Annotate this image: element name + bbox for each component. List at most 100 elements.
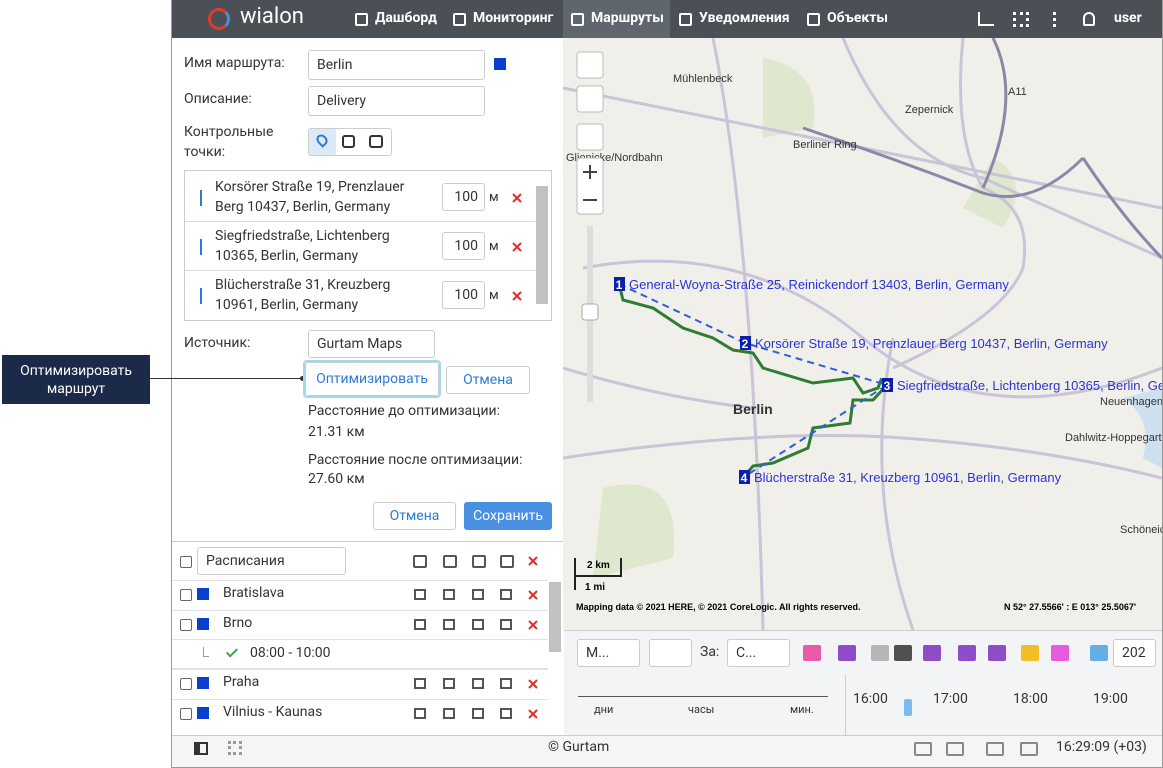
list-tool[interactable] <box>413 555 427 568</box>
delete-icon[interactable] <box>528 556 538 566</box>
row-tool[interactable] <box>472 589 484 600</box>
drag-handle[interactable] <box>200 288 202 304</box>
cancel-button[interactable]: Отмена <box>373 502 456 530</box>
delete-icon[interactable] <box>512 242 522 252</box>
unit: м <box>489 190 499 205</box>
delete-icon[interactable] <box>528 620 538 630</box>
checkbox[interactable] <box>180 589 192 601</box>
route-name[interactable]: Vilnius - Kaunas <box>223 704 323 720</box>
route-name[interactable]: Brno <box>223 615 253 631</box>
road <box>711 38 765 630</box>
mode-select[interactable]: М... <box>577 639 640 667</box>
name-input[interactable]: Berlin <box>308 50 485 80</box>
nav-icon[interactable] <box>807 13 820 26</box>
radius-input[interactable]: 100 <box>442 232 485 260</box>
desc-input[interactable]: Delivery <box>308 86 485 116</box>
initial-route <box>618 283 890 478</box>
map[interactable]: MühlenbeckZepernickGlienicke/NordbahnBer… <box>563 38 1162 630</box>
nav-icon[interactable] <box>453 13 466 26</box>
pin-tool[interactable] <box>309 129 336 155</box>
footer-icon[interactable] <box>986 742 1004 756</box>
list-tool[interactable] <box>443 555 457 568</box>
row-tool[interactable] <box>443 708 455 719</box>
layer-toggle[interactable] <box>988 645 1006 661</box>
checkbox[interactable] <box>180 678 192 690</box>
list-tool[interactable] <box>472 555 486 568</box>
footer <box>172 735 1162 767</box>
drag-handle[interactable] <box>200 239 202 255</box>
source-select[interactable]: Gurtam Maps <box>308 330 435 358</box>
nav-icon[interactable] <box>571 13 584 26</box>
row-tool[interactable] <box>443 678 455 689</box>
filter-select[interactable]: Расписания <box>197 547 346 575</box>
ruler-icon[interactable] <box>978 12 994 26</box>
geofence-tool[interactable] <box>342 135 355 148</box>
delete-icon[interactable] <box>528 679 538 689</box>
row-tool[interactable] <box>443 619 455 630</box>
year-input[interactable]: 202 <box>1113 639 1156 667</box>
nav-item[interactable]: Мониторинг <box>473 10 554 26</box>
row-tool[interactable] <box>500 619 512 630</box>
checkbox[interactable] <box>180 619 192 631</box>
coordinates: N 52° 27.5566' : E 013° 25.5067' <box>1004 602 1136 612</box>
row-tool[interactable] <box>500 678 512 689</box>
row-tool[interactable] <box>500 708 512 719</box>
delete-icon[interactable] <box>512 193 522 203</box>
row-tool[interactable] <box>472 678 484 689</box>
route-color <box>197 677 209 689</box>
nav-item[interactable]: Уведомления <box>699 10 790 26</box>
footer-icon[interactable] <box>1020 742 1038 756</box>
delete-icon[interactable] <box>528 709 538 719</box>
nav-item[interactable]: Дашборд <box>375 10 437 26</box>
radius-input[interactable]: 100 <box>442 281 485 309</box>
unit-tool[interactable] <box>369 135 383 148</box>
layer-toggle[interactable] <box>838 645 856 661</box>
layer-toggle[interactable] <box>803 645 821 661</box>
delete-icon[interactable] <box>528 590 538 600</box>
radius-input[interactable]: 100 <box>442 183 485 211</box>
row-tool[interactable] <box>414 619 426 630</box>
row-tool[interactable] <box>443 589 455 600</box>
layer-toggle[interactable] <box>1021 645 1039 661</box>
more-icon[interactable] <box>1053 12 1056 27</box>
row-tool[interactable] <box>472 708 484 719</box>
user-icon[interactable] <box>1083 12 1095 26</box>
footer-icon[interactable] <box>946 742 964 756</box>
grid-icon[interactable] <box>1013 12 1029 27</box>
color-swatch[interactable] <box>494 58 506 70</box>
place-label: Berliner Ring <box>793 139 857 151</box>
layer-toggle[interactable] <box>923 645 941 661</box>
drag-handle[interactable] <box>200 190 202 206</box>
divider <box>172 541 563 542</box>
date-input[interactable] <box>649 639 692 667</box>
optimize-button[interactable]: Оптимизировать <box>305 362 439 396</box>
apps-icon[interactable] <box>228 741 242 755</box>
row-tool[interactable] <box>414 708 426 719</box>
list-tool[interactable] <box>500 555 514 568</box>
route-name[interactable]: Bratislava <box>223 585 285 601</box>
nav-item[interactable]: Объекты <box>827 10 889 26</box>
layer-toggle[interactable] <box>894 645 912 661</box>
row-tool[interactable] <box>500 589 512 600</box>
panel-icon[interactable] <box>194 742 208 755</box>
delete-icon[interactable] <box>512 291 522 301</box>
save-button[interactable]: Сохранить <box>464 502 552 530</box>
nav-icon[interactable] <box>355 13 368 26</box>
checkbox[interactable] <box>180 708 192 720</box>
nav-icon[interactable] <box>679 13 692 26</box>
footer-icon[interactable] <box>914 742 932 756</box>
layer-toggle[interactable] <box>958 645 976 661</box>
layer-toggle[interactable] <box>871 645 889 661</box>
route-name[interactable]: Praha <box>223 674 260 690</box>
cancel-button[interactable]: Отмена <box>446 366 530 394</box>
period-select[interactable]: С... <box>727 639 790 667</box>
nav-item[interactable]: Маршруты <box>591 10 664 26</box>
row-tool[interactable] <box>472 619 484 630</box>
road <box>959 38 985 189</box>
row-tool[interactable] <box>414 589 426 600</box>
checkbox[interactable] <box>180 556 192 568</box>
layer-toggle[interactable] <box>1090 645 1108 661</box>
layer-toggle[interactable] <box>1051 645 1069 661</box>
checkpoint-address: Korsörer Straße 19, Prenzlauer Berg 1043… <box>215 179 405 215</box>
row-tool[interactable] <box>414 678 426 689</box>
